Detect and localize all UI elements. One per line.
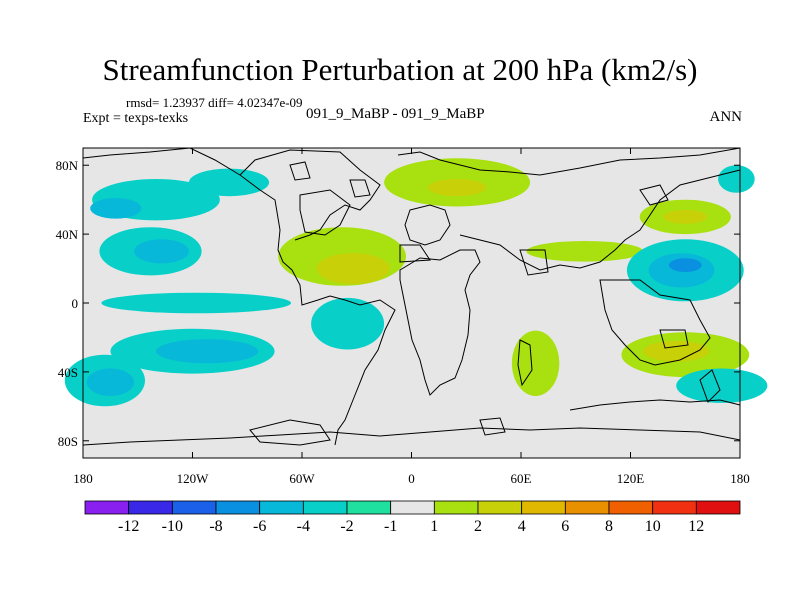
- colorbar-box: [564, 500, 610, 515]
- colorbar-box: [302, 500, 348, 515]
- field-eurasia-core: [427, 179, 487, 197]
- y-axis: 80N 40N 0 40S 80S: [56, 158, 740, 449]
- field-w-pacific-core2: [668, 258, 702, 272]
- experiment-label: Expt = texps-texks: [83, 111, 189, 126]
- colorbar-label: 10: [645, 518, 661, 535]
- stats-label: rmsd= 1.23937 diff= 4.02347e-09: [126, 95, 303, 110]
- colorbar-label: -2: [340, 518, 353, 535]
- colorbar-box: [259, 500, 304, 515]
- field-s-pacific-east-low: [676, 368, 768, 403]
- colorbar-box: [608, 500, 654, 515]
- colorbar-label: 4: [518, 518, 526, 535]
- x-tick-label: 120W: [177, 471, 210, 486]
- field-ne-pacific-low-core: [134, 239, 189, 264]
- y-tick-label: 80S: [58, 434, 78, 449]
- field-n-atlantic-core: [316, 253, 390, 285]
- colorbar-label: -10: [162, 518, 183, 535]
- colorbar-label: -8: [209, 518, 222, 535]
- colorbar: -12 -10 -8 -6 -4 -2 -1 1 2 4 6 8 10 12: [84, 500, 741, 535]
- field-s-indian-core: [643, 340, 709, 362]
- coastlines: [82, 147, 741, 446]
- x-tick-label: 0: [408, 471, 415, 486]
- colorbar-label: 6: [561, 518, 569, 535]
- field-arctic-pacific-low: [718, 165, 755, 193]
- season-label: ANN: [709, 109, 743, 125]
- y-tick-label: 40N: [56, 227, 79, 242]
- x-tick-label: 180: [730, 471, 750, 486]
- x-tick-label: 180: [73, 471, 93, 486]
- colorbar-box: [128, 500, 173, 515]
- field-south-pacific-core: [156, 339, 259, 364]
- colorbar-label: 8: [605, 518, 613, 535]
- colorbar-box: [652, 500, 697, 515]
- x-tick-label: 120E: [617, 471, 645, 486]
- contour-fields: [64, 158, 768, 407]
- colorbar-box: [84, 500, 130, 515]
- colorbar-label: 2: [474, 518, 482, 535]
- colorbar-label: 1: [430, 518, 438, 535]
- x-axis: 180 120W 60W 0 60E 120E 180: [73, 148, 750, 486]
- field-ne-pacific-low-tail: [90, 198, 142, 219]
- colorbar-label: -4: [297, 518, 310, 535]
- y-tick-label: 80N: [56, 158, 79, 173]
- colorbar-box: [390, 500, 435, 515]
- y-tick-label: 0: [72, 296, 79, 311]
- colorbar-box: [215, 500, 261, 515]
- chart-title: Streamfunction Perturbation at 200 hPa (…: [102, 52, 698, 87]
- case-label: 091_9_MaBP - 091_9_MaBP: [306, 106, 485, 122]
- colorbar-box: [521, 500, 566, 515]
- colorbar-box: [171, 500, 217, 515]
- field-s-america-low: [311, 297, 385, 350]
- y-tick-label: 40S: [58, 365, 78, 380]
- field-n-pacific-core: [663, 210, 708, 224]
- colorbar-box: [695, 500, 741, 515]
- field-sw-pacific-core: [86, 368, 135, 397]
- field-nw-pacific-low-a: [188, 168, 270, 197]
- colorbar-label: -6: [253, 518, 266, 535]
- x-tick-label: 60E: [511, 471, 532, 486]
- field-s-africa-high: [511, 330, 560, 396]
- colorbar-box: [346, 500, 392, 515]
- colorbar-box: [433, 500, 479, 515]
- colorbar-label: -1: [384, 518, 397, 535]
- colorbar-label: 12: [688, 518, 704, 535]
- colorbar-box: [477, 500, 523, 515]
- field-asia-ridge: [526, 241, 644, 262]
- field-tropical-pacific-low: [101, 292, 292, 314]
- x-tick-label: 60W: [289, 471, 315, 486]
- colorbar-label: -12: [118, 518, 139, 535]
